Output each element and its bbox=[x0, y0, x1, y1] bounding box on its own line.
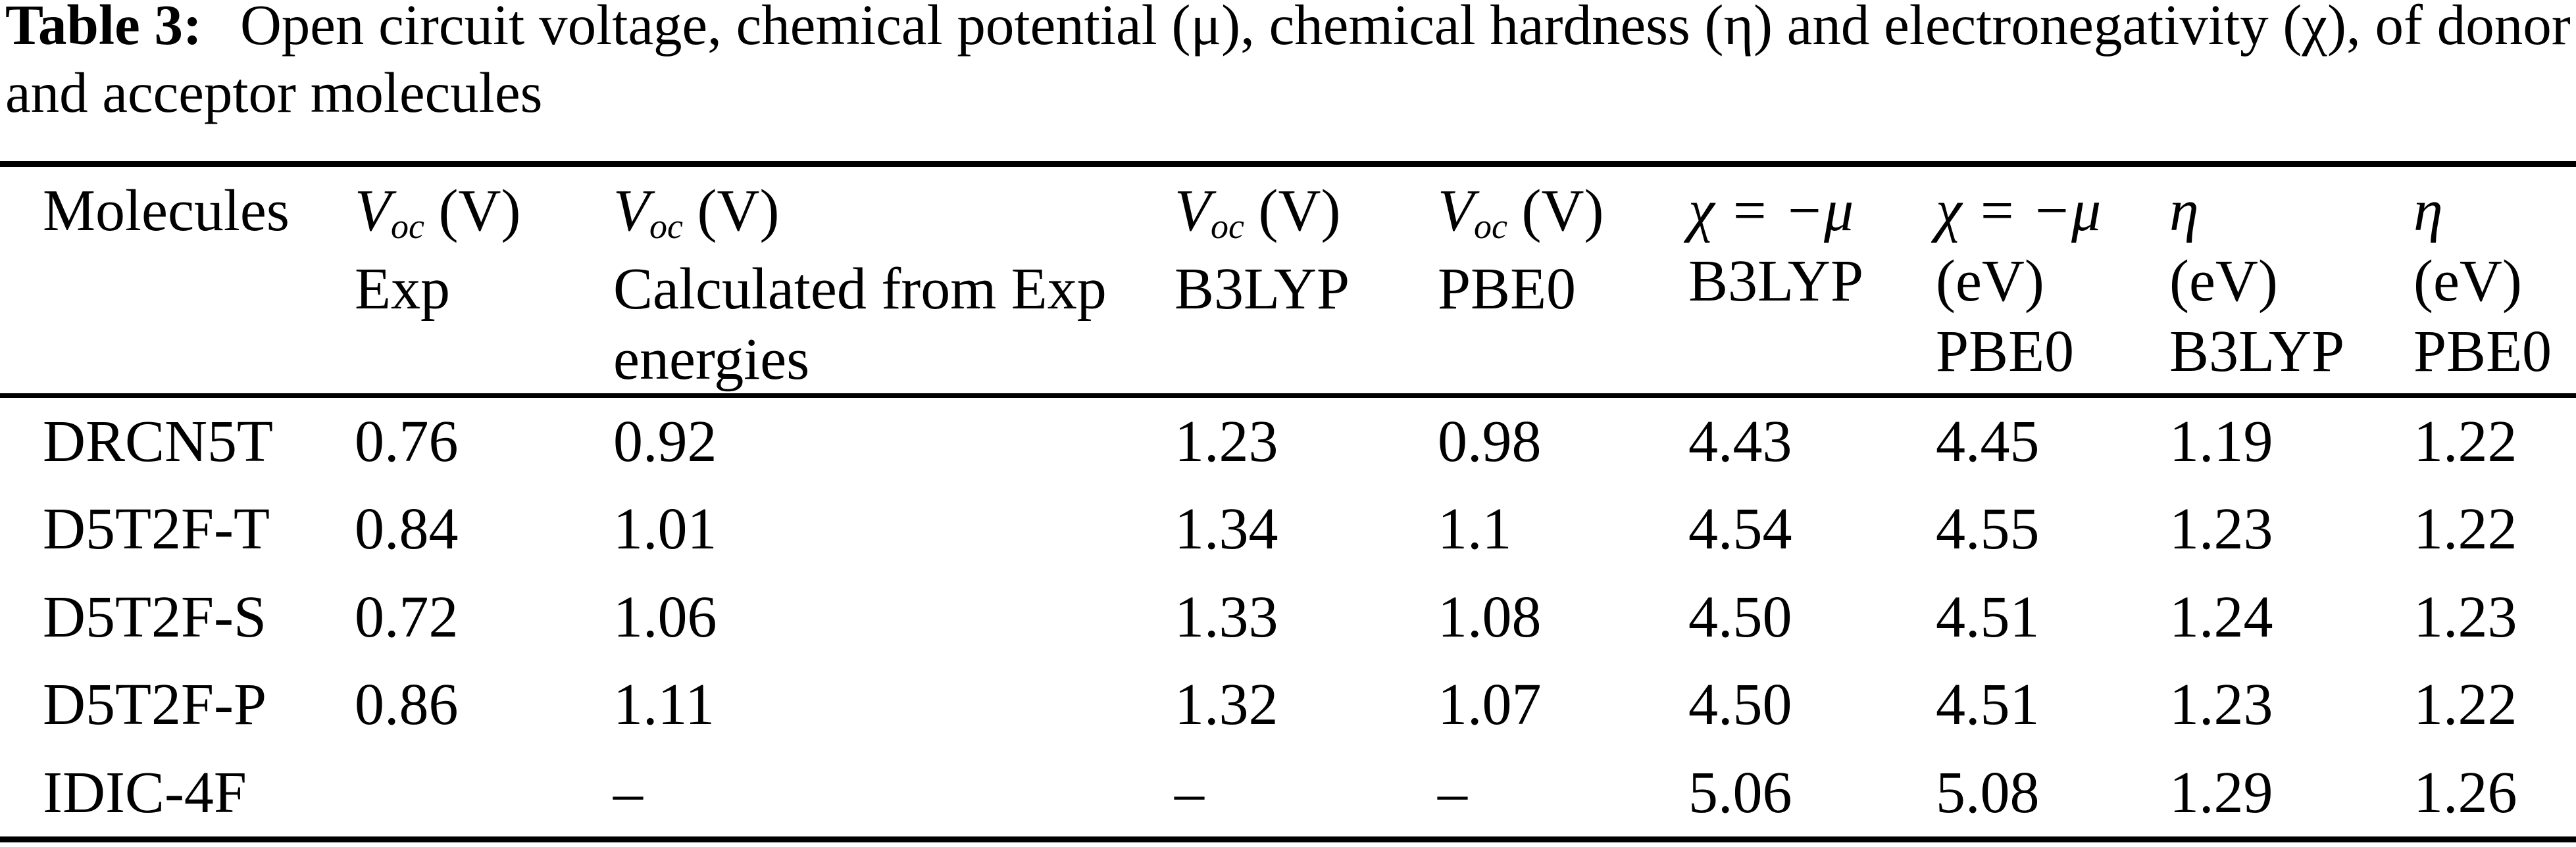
cell-d5t2f-p-voc-pbe0: 1.07 bbox=[1438, 672, 1542, 738]
cell-d5t2f-t-voc-b3lyp: 1.34 bbox=[1174, 496, 1278, 562]
cell-d5t2f-t-eta-b3lyp: 1.23 bbox=[2169, 496, 2273, 562]
cell-drcn5t-voc-exp: 0.76 bbox=[355, 409, 459, 474]
voc-unit: (V) bbox=[1258, 178, 1341, 243]
cell-idic-4f-voc-b3lyp: – bbox=[1174, 760, 1204, 825]
header-voc-exp: Voc (V) Exp bbox=[355, 178, 521, 322]
cell-d5t2f-p-voc-b3lyp: 1.32 bbox=[1174, 672, 1278, 738]
header-molecules: Molecules bbox=[43, 178, 290, 243]
voc-unit: (V) bbox=[1521, 178, 1604, 243]
cell-d5t2f-t-voc-calc: 1.01 bbox=[613, 496, 717, 562]
row-label-d5t2f-t: D5T2F-T bbox=[43, 496, 270, 562]
cell-d5t2f-p-voc-exp: 0.86 bbox=[355, 672, 459, 738]
row-label-idic-4f: IDIC-4F bbox=[43, 760, 247, 825]
voc-unit: (V) bbox=[438, 178, 521, 243]
voc-symbol: V bbox=[613, 178, 649, 243]
cell-d5t2f-s-chi-pbe0: 4.51 bbox=[1936, 584, 2040, 650]
caption-line-2: and acceptor molecules bbox=[5, 60, 543, 124]
voc-subscript: oc bbox=[390, 206, 424, 246]
row-label-d5t2f-p: D5T2F-P bbox=[43, 672, 267, 738]
eta-symbol: η bbox=[2413, 178, 2443, 243]
table-header-rule bbox=[0, 393, 2576, 398]
cell-idic-4f-eta-b3lyp: 1.29 bbox=[2169, 760, 2273, 825]
header-chi-b3lyp: χ = −μ B3LYP bbox=[1688, 167, 1936, 395]
voc-symbol: V bbox=[1438, 178, 1474, 243]
chi-formula: χ = −μ bbox=[1688, 178, 1854, 243]
cell-idic-4f-voc-exp bbox=[355, 749, 613, 836]
cell-d5t2f-t-eta-pbe0: 1.22 bbox=[2413, 496, 2517, 562]
cell-idic-4f-chi-pbe0: 5.08 bbox=[1936, 760, 2040, 825]
row-label-d5t2f-s: D5T2F-S bbox=[43, 584, 267, 650]
cell-d5t2f-p-chi-pbe0: 4.51 bbox=[1936, 672, 2040, 738]
cell-drcn5t-voc-calc: 0.92 bbox=[613, 409, 717, 474]
table-caption: Table 3: Open circuit voltage, chemical p… bbox=[5, 0, 2571, 126]
cell-d5t2f-s-eta-b3lyp: 1.24 bbox=[2169, 584, 2273, 650]
cell-idic-4f-voc-pbe0: – bbox=[1438, 760, 1467, 825]
header-eta-pbe0: η (eV) PBE0 bbox=[2413, 167, 2576, 395]
cell-d5t2f-s-chi-b3lyp: 4.50 bbox=[1688, 584, 1792, 650]
caption-table-number: Table 3: bbox=[5, 0, 202, 57]
voc-symbol: V bbox=[355, 178, 391, 243]
table-top-rule bbox=[0, 161, 2576, 167]
cell-d5t2f-s-voc-b3lyp: 1.33 bbox=[1174, 584, 1278, 650]
caption-text: Open circuit voltage, chemical potential… bbox=[240, 0, 2571, 57]
cell-d5t2f-t-chi-b3lyp: 4.54 bbox=[1688, 496, 1792, 562]
cell-d5t2f-p-eta-pbe0: 1.22 bbox=[2413, 672, 2517, 738]
cell-drcn5t-eta-pbe0: 1.22 bbox=[2413, 409, 2517, 474]
header-voc-b3lyp: Voc (V) B3LYP bbox=[1174, 178, 1350, 322]
cell-drcn5t-chi-pbe0: 4.45 bbox=[1936, 409, 2040, 474]
cell-d5t2f-t-voc-pbe0: 1.1 bbox=[1438, 496, 1512, 562]
header-voc-calculated: Voc (V) Calculated from Exp energies bbox=[613, 178, 1107, 392]
cell-d5t2f-p-eta-b3lyp: 1.23 bbox=[2169, 672, 2273, 738]
header-chi-pbe0: χ = −μ (eV) PBE0 bbox=[1936, 167, 2169, 395]
cell-d5t2f-p-chi-b3lyp: 4.50 bbox=[1688, 672, 1792, 738]
cell-idic-4f-voc-calc: – bbox=[613, 760, 643, 825]
table-header-row: Molecules Voc (V) Exp Voc (V) Calculated f… bbox=[0, 167, 2576, 395]
caption-line-1: Table 3: Open circuit voltage, chemical p… bbox=[5, 0, 2571, 59]
cell-d5t2f-s-voc-exp: 0.72 bbox=[355, 584, 459, 650]
cell-idic-4f-eta-pbe0: 1.26 bbox=[2413, 760, 2517, 825]
header-eta-b3lyp: η (eV) B3LYP bbox=[2169, 167, 2413, 395]
row-label-drcn5t: DRCN5T bbox=[43, 409, 274, 474]
voc-symbol: V bbox=[1174, 178, 1211, 243]
voc-subscript: oc bbox=[1473, 206, 1507, 246]
cell-d5t2f-s-eta-pbe0: 1.23 bbox=[2413, 584, 2517, 650]
voc-unit: (V) bbox=[697, 178, 780, 243]
voc-subscript: oc bbox=[1210, 206, 1244, 246]
cell-idic-4f-chi-b3lyp: 5.06 bbox=[1688, 760, 1792, 825]
cell-d5t2f-s-voc-calc: 1.06 bbox=[613, 584, 717, 650]
cell-drcn5t-chi-b3lyp: 4.43 bbox=[1688, 409, 1792, 474]
cell-drcn5t-voc-pbe0: 0.98 bbox=[1438, 409, 1542, 474]
cell-d5t2f-p-voc-calc: 1.11 bbox=[613, 672, 715, 738]
chi-formula: χ = −μ bbox=[1936, 178, 2102, 243]
cell-d5t2f-s-voc-pbe0: 1.08 bbox=[1438, 584, 1542, 650]
cell-d5t2f-t-chi-pbe0: 4.55 bbox=[1936, 496, 2040, 562]
cell-d5t2f-t-voc-exp: 0.84 bbox=[355, 496, 459, 562]
header-voc-pbe0: Voc (V) PBE0 bbox=[1438, 178, 1604, 322]
table-bottom-rule bbox=[0, 836, 2576, 842]
eta-symbol: η bbox=[2169, 178, 2199, 243]
cell-drcn5t-voc-b3lyp: 1.23 bbox=[1174, 409, 1278, 474]
table-body: DRCN5T 0.76 0.92 1.23 0.98 4.43 4.45 1.1… bbox=[0, 398, 2576, 836]
cell-drcn5t-eta-b3lyp: 1.19 bbox=[2169, 409, 2273, 474]
voc-subscript: oc bbox=[649, 206, 683, 246]
